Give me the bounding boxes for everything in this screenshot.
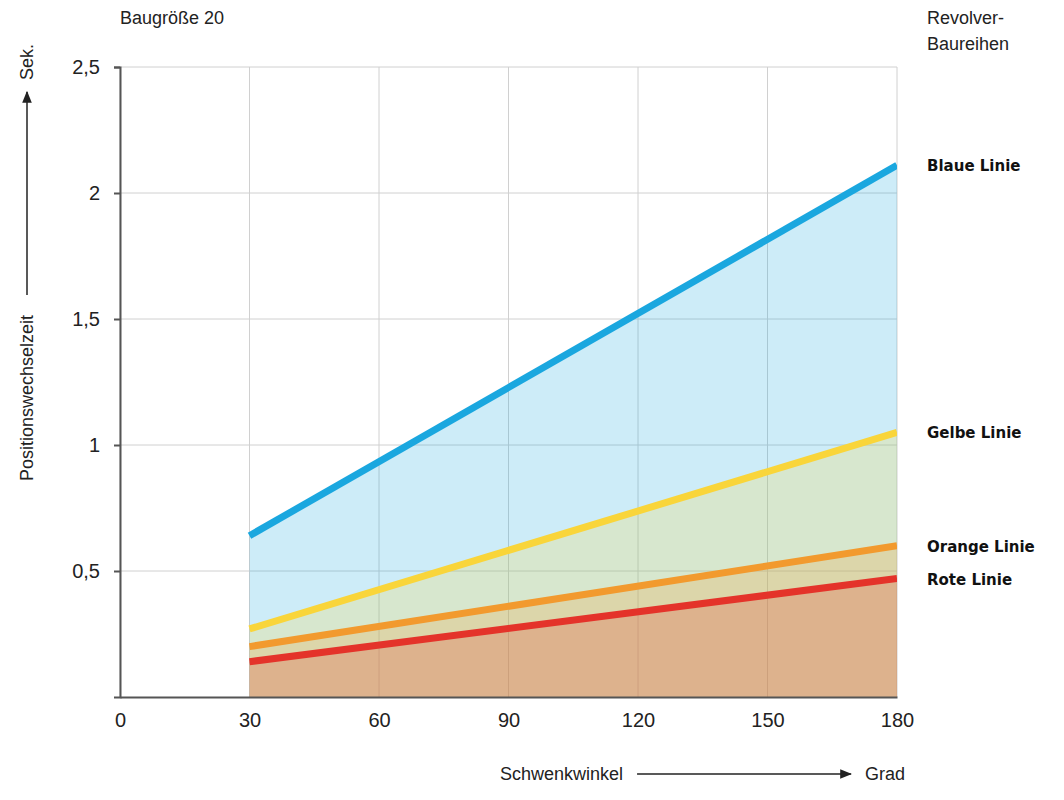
x-tick-label: 120 [622,709,655,731]
y-tick: 2 [89,182,120,204]
series-area [250,165,898,697]
y-tick-mark [114,193,120,195]
y-tick-label: 2,5 [72,56,100,78]
x-tick: 120 [622,697,655,731]
y-tick-label: 1,5 [72,308,100,330]
series-line [250,165,898,535]
title: Baugröße 20 [120,8,224,28]
chart: 0 30 60 90 120 150 180 0,5 1 1,5 2 2,5 Baugröße 20 Se… [0,0,1064,800]
y-tick: 1 [89,434,120,456]
y-tick-label: 0,5 [72,560,100,582]
series-area [250,546,898,697]
legend-label: Gelbe Linie [927,424,1021,442]
x-tick: 150 [751,697,784,731]
series-line [250,546,898,647]
series-line [250,579,898,662]
y-tick-mark [114,445,120,447]
x-tick: 90 [498,697,520,731]
grid [120,67,897,697]
series-area [250,432,898,697]
y-axis: 0,5 1 1,5 2 2,5 [72,56,120,698]
x-tick: 60 [368,697,390,731]
y-axis-title: Positionswechselzeit [17,315,37,481]
y-tick-label: 2 [89,182,100,204]
plot-area [250,165,898,697]
legend-label: Orange Linie [927,538,1035,556]
x-tick-label: 90 [498,709,520,731]
x-tick: 30 [239,697,261,731]
grid-line-y [120,193,897,194]
y-axis-line [114,68,121,698]
x-tick-label: 30 [239,709,261,731]
y-axis-arrow [26,92,28,295]
y-tick: 2,5 [72,56,120,78]
x-axis-title: Schwenkwinkel [500,764,623,784]
x-tick: 0 [115,697,126,731]
y-axis-unit: Sek. [17,44,37,80]
x-tick-label: 150 [751,709,784,731]
x-axis-arrow [637,773,851,775]
y-tick-mark [114,571,120,573]
y-tick-label: 1 [89,434,100,456]
y-tick: 0,5 [72,560,120,582]
legend-label: Blaue Linie [927,157,1020,175]
x-axis-unit: Grad [865,764,905,784]
legend-label: Rote Linie [927,571,1012,589]
x-tick: 180 [881,697,914,731]
y-tick-mark [114,319,120,321]
y-tick: 1,5 [72,308,120,330]
y-tick-mark [114,67,120,69]
grid-line-y [120,67,897,68]
x-tick-label: 180 [881,709,914,731]
x-tick-label: 0 [115,709,126,731]
legend-title: Revolver-Baureihen [927,8,1009,54]
x-axis: 0 30 60 90 120 150 180 [115,697,914,731]
x-axis-line [121,697,898,699]
x-tick-label: 60 [368,709,390,731]
